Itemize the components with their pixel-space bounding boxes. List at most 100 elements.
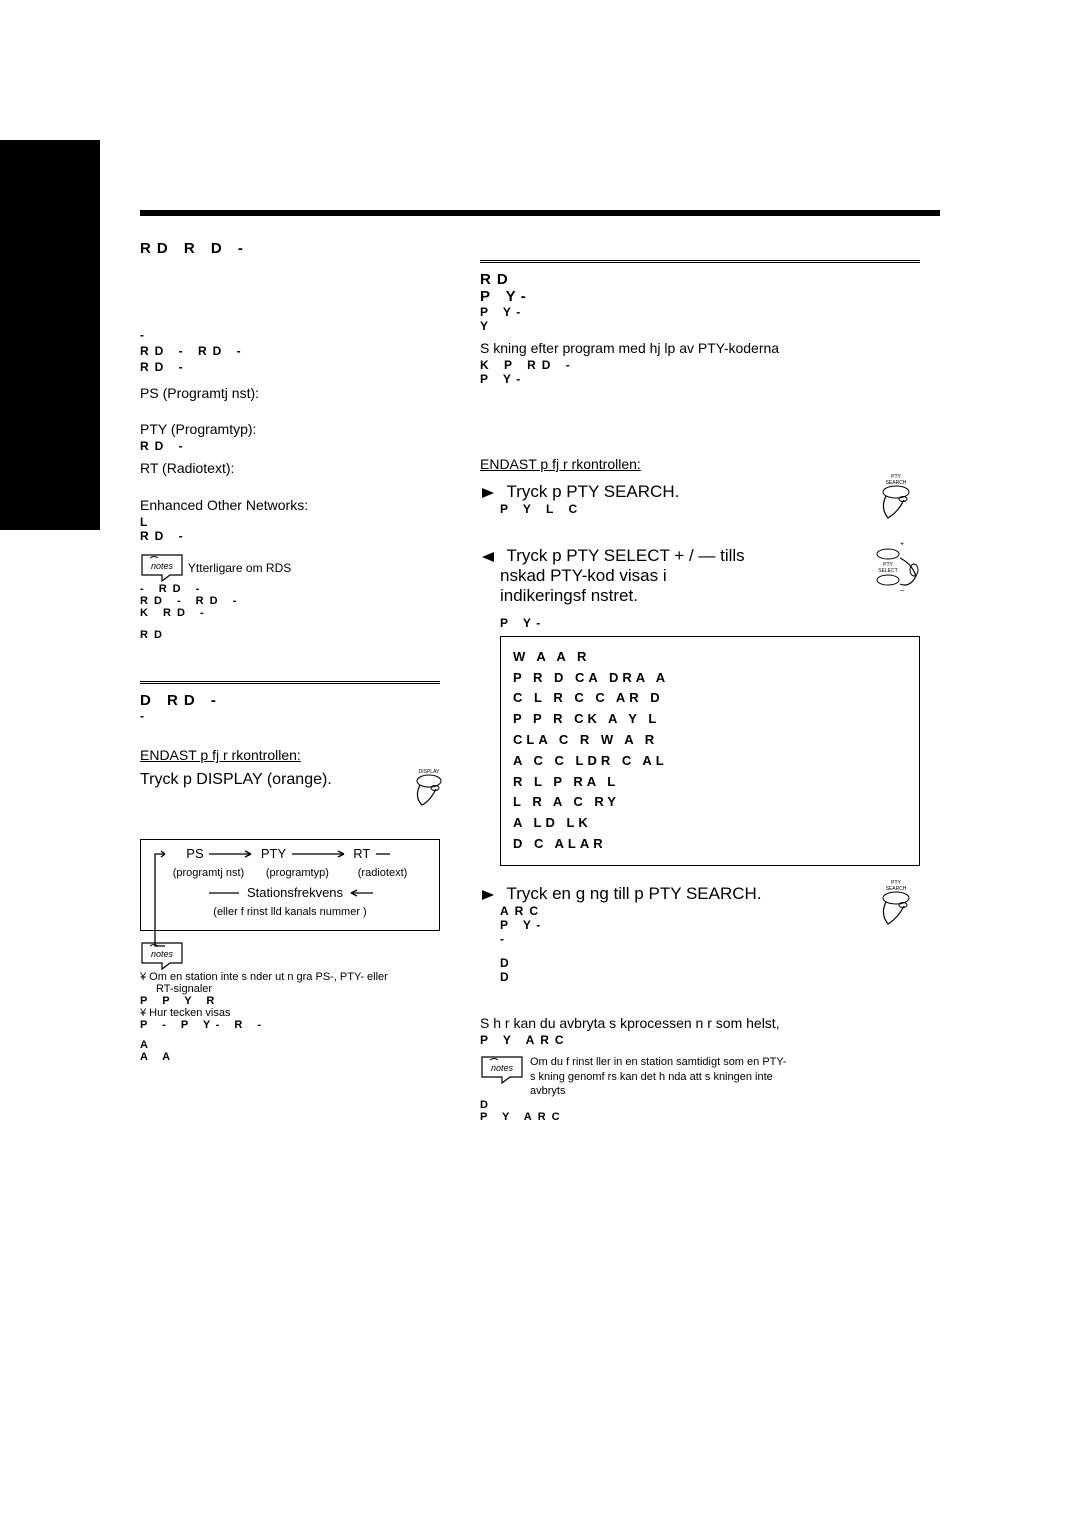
- notes-block-2: notes: [140, 941, 440, 971]
- right-line1: S kning efter program med hj lp av PTY-k…: [480, 339, 920, 358]
- step2-sub: P Y-: [500, 616, 920, 630]
- play-left-icon: [480, 548, 500, 565]
- right-line2: K P RD -: [480, 358, 920, 372]
- horizontal-rule: [140, 210, 940, 216]
- step-3: Tryck en g ng till p PTY SEARCH. PTY SEA…: [480, 884, 920, 904]
- right-head3: P Y-: [480, 305, 920, 319]
- notes2-l3: P P Y R: [140, 995, 440, 1007]
- flow-rt: RT: [353, 846, 370, 861]
- pty-row: W A A R: [513, 647, 907, 668]
- step1-sub: P Y L C: [500, 502, 920, 516]
- display-button-icon[interactable]: DISPLAY: [408, 767, 450, 812]
- step2-text3: indikeringsf nstret.: [500, 586, 920, 606]
- left-title: RD R D -: [140, 240, 440, 257]
- svg-text:SEARCH: SEARCH: [886, 480, 907, 486]
- notes1-l3: K RD -: [140, 607, 440, 619]
- flow-freq: Stationsfrekvens: [247, 885, 343, 900]
- intro-line-1: -: [140, 327, 440, 343]
- right-head4: Y: [480, 319, 920, 333]
- step3-sub4: D: [500, 956, 920, 970]
- svg-text:–: –: [900, 587, 904, 594]
- notes2-l4: ¥ Hur tecken visas: [140, 1007, 440, 1019]
- signal-flow-box: PS PTY RT (programtj nst) (programtyp): [140, 839, 440, 931]
- step-1: Tryck p PTY SEARCH. PTY SEARCH: [480, 482, 920, 502]
- step2-text1: Tryck p PTY SELECT + / — tills: [506, 546, 744, 565]
- right-head1: RD: [480, 271, 920, 288]
- svg-text:SELECT: SELECT: [878, 568, 897, 574]
- notes2-l6: A: [140, 1039, 440, 1051]
- notes3-l4: D: [480, 1099, 920, 1111]
- eon-sub1: L: [140, 515, 440, 529]
- right-head2: P Y-: [480, 288, 920, 305]
- step1-text: Tryck p PTY SEARCH.: [506, 482, 679, 501]
- right-column: RD P Y- P Y- Y S kning efter program med…: [480, 240, 920, 1123]
- pty-codes-box: W A A R P R D CA DRA A C L R C C AR D P …: [500, 636, 920, 866]
- notes-block-3: notes Om du f rinst ller in en station s…: [480, 1055, 920, 1100]
- notes3-l5: P Y ARC: [480, 1111, 920, 1123]
- pty-search-button-icon[interactable]: PTY SEARCH: [872, 472, 920, 525]
- arrow-down-icon: [374, 847, 394, 862]
- section2-sub: -: [140, 709, 440, 723]
- svg-text:notes: notes: [151, 561, 174, 571]
- notes-icon: notes: [140, 553, 184, 583]
- notes1-l4: RD: [140, 629, 440, 641]
- display-step-text: Tryck p DISPLAY (orange).: [140, 771, 332, 788]
- remote-only-left: ENDAST p fj r rkontrollen:: [140, 747, 440, 763]
- pty-row: P R D CA DRA A: [513, 668, 907, 689]
- eon-label: Enhanced Other Networks:: [140, 496, 440, 515]
- pty-label: PTY (Programtyp):: [140, 420, 440, 439]
- pty-select-button-icon[interactable]: + PTY SELECT –: [872, 540, 920, 613]
- play-right-icon: [480, 484, 500, 501]
- pty-row: A C C LDR C AL: [513, 751, 907, 772]
- flow-ps-sub: (programtj nst): [173, 867, 245, 879]
- arrow-left-icon: [347, 886, 377, 901]
- notes-block-1: notes Ytterligare om RDS: [140, 553, 440, 583]
- step2-text2: nskad PTY-kod visas i: [500, 566, 920, 586]
- notes2-l5: P - P Y- R -: [140, 1019, 440, 1031]
- flow-rt-sub: (radiotext): [358, 867, 408, 879]
- svg-text:+: +: [900, 541, 904, 548]
- notes3-l2: s kning genomf rs kan det h nda att s kn…: [530, 1070, 786, 1085]
- display-btn-label: DISPLAY: [419, 769, 440, 775]
- svg-text:notes: notes: [491, 1063, 514, 1073]
- pty-row: P P R CK A Y L: [513, 709, 907, 730]
- left-column: RD R D - - RD - RD - RD - PS (Programtj …: [140, 240, 440, 1063]
- notes1-l1: - RD -: [140, 583, 440, 595]
- section2-title: D RD -: [140, 692, 440, 709]
- step3-text: Tryck en g ng till p PTY SEARCH.: [506, 884, 761, 903]
- step3-sub5: D: [500, 970, 920, 984]
- notes-icon: notes: [480, 1055, 524, 1085]
- pty-row: CLA C R W A R: [513, 730, 907, 751]
- pty-row: D C ALAR: [513, 834, 907, 855]
- pty-row: L R A C RY: [513, 792, 907, 813]
- pty-row: R L P RA L: [513, 772, 907, 793]
- abort-text: S h r kan du avbryta s kprocessen n r so…: [480, 1014, 920, 1033]
- step3-sub3: -: [500, 932, 920, 946]
- arrow-icon: [290, 847, 350, 862]
- arrow-left-icon: [203, 886, 243, 901]
- notes1-title: Ytterligare om RDS: [188, 561, 291, 575]
- flow-pty: PTY: [261, 846, 286, 861]
- flow-ps: PS: [186, 846, 203, 861]
- intro-line-2: RD - RD -: [140, 343, 440, 359]
- right-line3: P Y-: [480, 372, 920, 386]
- play-right-icon: [480, 886, 500, 903]
- notes3-l1: Om du f rinst ller in en station samtidi…: [530, 1055, 786, 1070]
- flow-freq-sub: (eller f rinst lld kanals nummer ): [213, 906, 366, 918]
- ps-label: PS (Programtj nst):: [140, 384, 440, 403]
- step3-sub2: P Y-: [500, 918, 920, 932]
- eon-sub2: RD -: [140, 529, 440, 543]
- svg-text:SEARCH: SEARCH: [886, 886, 907, 892]
- pty-search-button-icon[interactable]: PTY SEARCH: [872, 878, 920, 931]
- side-black-tab: [0, 140, 100, 530]
- return-arrow-icon: [151, 850, 171, 953]
- notes2-l2: RT-signaler: [156, 983, 440, 995]
- flow-pty-sub: (programtyp): [266, 867, 329, 879]
- remote-only-right: ENDAST p fj r rkontrollen:: [480, 456, 920, 472]
- step3-sub1: ARC: [500, 904, 920, 918]
- notes1-l2: RD - RD -: [140, 595, 440, 607]
- step-2: Tryck p PTY SELECT + / — tills nskad PTY…: [480, 546, 920, 606]
- notes2-l1: ¥ Om en station inte s nder ut n gra PS-…: [140, 971, 440, 983]
- pty-row: C L R C C AR D: [513, 688, 907, 709]
- pty-sub: RD -: [140, 439, 440, 453]
